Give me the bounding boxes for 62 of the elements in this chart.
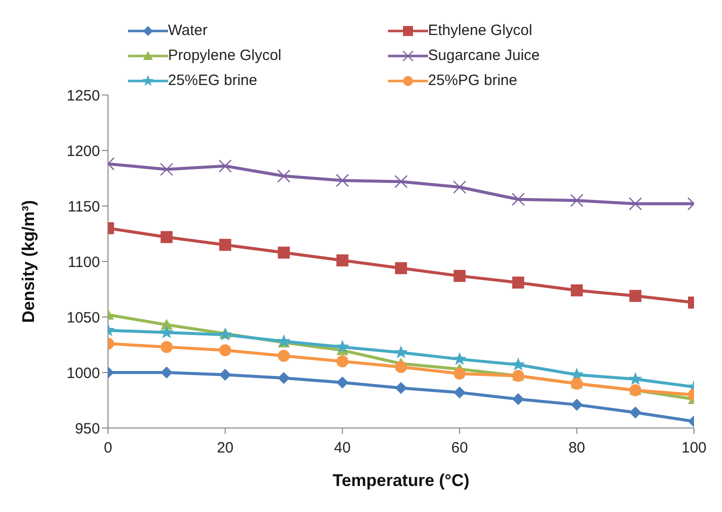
x-tick-label: 40 [334,440,351,457]
point [628,197,642,210]
point [395,382,407,394]
x-axis-title: Temperature (°C) [332,471,470,490]
y-tick-label: 1150 [68,198,100,216]
point [454,368,466,380]
y-tick-label: 1200 [66,142,100,160]
legend-label: Ethylene Glycol [428,22,532,39]
point [160,325,174,338]
y-tick-label: 1050 [66,309,100,326]
point [278,372,290,384]
y-axis-title: Density (kg/m³) [19,200,38,323]
point [218,328,232,341]
point [336,340,350,353]
legend-label: Propylene Glycol [168,47,282,64]
point [394,345,408,358]
x-tick-label: 80 [568,440,586,457]
point [218,159,232,173]
point [628,372,642,385]
point [452,352,466,366]
point [219,238,232,251]
point [276,334,291,348]
point [278,246,290,259]
point [160,340,173,353]
point [570,398,583,411]
point [160,366,173,378]
point [454,386,466,398]
point [512,192,525,206]
point [278,350,290,362]
point [454,270,466,282]
point [277,169,290,183]
point [395,262,407,274]
x-tick-label: 60 [451,440,468,457]
y-tick-label: 1250 [66,87,100,104]
y-tick-label: 1000 [66,364,100,382]
point [394,174,408,188]
point [511,358,526,371]
legend-label: 25%EG brine [168,72,258,89]
point [160,231,173,244]
point [336,355,348,368]
x-tick-label: 0 [104,440,112,457]
x-tick-label: 100 [681,440,707,457]
point [453,180,466,194]
y-tick-label: 950 [74,420,100,438]
point [160,162,174,176]
x-tick-label: 20 [216,440,234,457]
point [629,406,642,418]
y-tick-label: 1100 [68,254,100,271]
point [395,360,407,373]
legend-label: Sugarcane Juice [428,47,540,64]
point [336,376,348,388]
point [219,368,232,381]
point [336,254,348,266]
legend-label: 25%PG brine [428,72,518,89]
legend-label: Water [168,22,208,39]
point [570,194,584,208]
point [512,393,524,406]
point [570,284,583,296]
point [629,290,642,302]
point [336,174,349,188]
point [512,276,524,289]
point [219,344,232,356]
